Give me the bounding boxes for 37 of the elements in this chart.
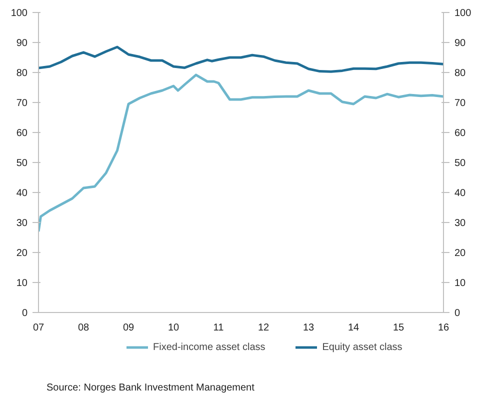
y2-tick-label: 50	[454, 158, 466, 169]
y2-tick-label: 80	[454, 68, 466, 79]
y2-tick-label: 100	[454, 8, 472, 19]
y-tick-label: 50	[16, 158, 28, 169]
y-tick-label: 0	[22, 308, 28, 319]
y2-tick-label: 70	[454, 98, 466, 109]
y-tick-label: 70	[16, 98, 28, 109]
y2-tick-label: 20	[454, 248, 466, 259]
line-series	[38, 46, 444, 73]
x-tick-label: 11	[213, 322, 224, 334]
y-tick-label: 30	[16, 218, 28, 229]
y-tick-label: 100	[10, 8, 28, 19]
x-tick-label: 15	[392, 322, 404, 334]
y2-tick-label: 30	[454, 218, 466, 229]
y-tick-label: 80	[16, 68, 28, 79]
y2-tick-label: 10	[454, 278, 466, 289]
x-tick-label: 07	[32, 322, 44, 334]
x-tick-label: 09	[122, 322, 134, 334]
x-tick-label: 12	[258, 322, 270, 334]
y-tick-label: 60	[16, 128, 28, 139]
y-tick-label: 20	[16, 248, 28, 259]
y-tick-label: 10	[16, 278, 28, 289]
x-tick-label: 14	[348, 322, 360, 334]
legend-label: Fixed-income asset class	[153, 342, 266, 352]
x-tick-label: 13	[302, 322, 314, 334]
source-note: Source: Norges Bank Investment Management	[46, 382, 255, 394]
y-tick-label: 90	[16, 38, 28, 49]
line-series	[38, 74, 444, 233]
y2-tick-label: 0	[454, 308, 460, 319]
x-tick-label: 08	[78, 322, 90, 334]
x-tick-label: 16	[438, 322, 450, 334]
y2-tick-label: 60	[454, 128, 466, 139]
legend-label: Equity asset class	[322, 342, 402, 352]
y2-tick-label: 40	[454, 188, 466, 199]
y2-tick-label: 90	[454, 38, 466, 49]
y-tick-label: 40	[16, 188, 28, 199]
x-tick-label: 10	[168, 322, 180, 334]
